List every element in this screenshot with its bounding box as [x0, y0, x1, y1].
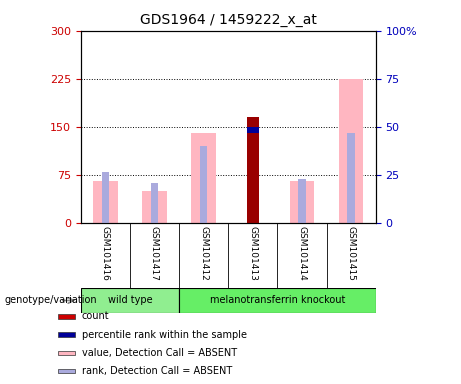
Bar: [58, 351, 75, 355]
Bar: [58, 333, 75, 337]
Text: GSM101416: GSM101416: [101, 226, 110, 281]
Bar: [151, 183, 158, 223]
Bar: [58, 314, 75, 318]
Bar: [298, 179, 306, 223]
Text: percentile rank within the sample: percentile rank within the sample: [82, 329, 247, 339]
Text: GSM101417: GSM101417: [150, 226, 159, 281]
Bar: [58, 369, 75, 373]
Bar: [101, 172, 109, 223]
Bar: [179, 288, 376, 313]
Bar: [247, 127, 259, 133]
Text: wild type: wild type: [107, 295, 152, 306]
Text: GSM101414: GSM101414: [297, 226, 307, 281]
Bar: [93, 181, 118, 223]
Text: genotype/variation: genotype/variation: [5, 295, 97, 306]
Bar: [247, 117, 259, 223]
Bar: [142, 191, 167, 223]
Bar: [191, 133, 216, 223]
Text: rank, Detection Call = ABSENT: rank, Detection Call = ABSENT: [82, 366, 232, 376]
Text: melanotransferrin knockout: melanotransferrin knockout: [210, 295, 345, 306]
Text: GSM101413: GSM101413: [248, 226, 257, 281]
Bar: [81, 288, 179, 313]
Bar: [290, 181, 314, 223]
Text: GSM101412: GSM101412: [199, 226, 208, 281]
Text: value, Detection Call = ABSENT: value, Detection Call = ABSENT: [82, 348, 236, 358]
Text: count: count: [82, 311, 109, 321]
Bar: [348, 133, 355, 223]
Bar: [339, 79, 363, 223]
Title: GDS1964 / 1459222_x_at: GDS1964 / 1459222_x_at: [140, 13, 317, 27]
Text: GSM101415: GSM101415: [347, 226, 355, 281]
Bar: [200, 146, 207, 223]
